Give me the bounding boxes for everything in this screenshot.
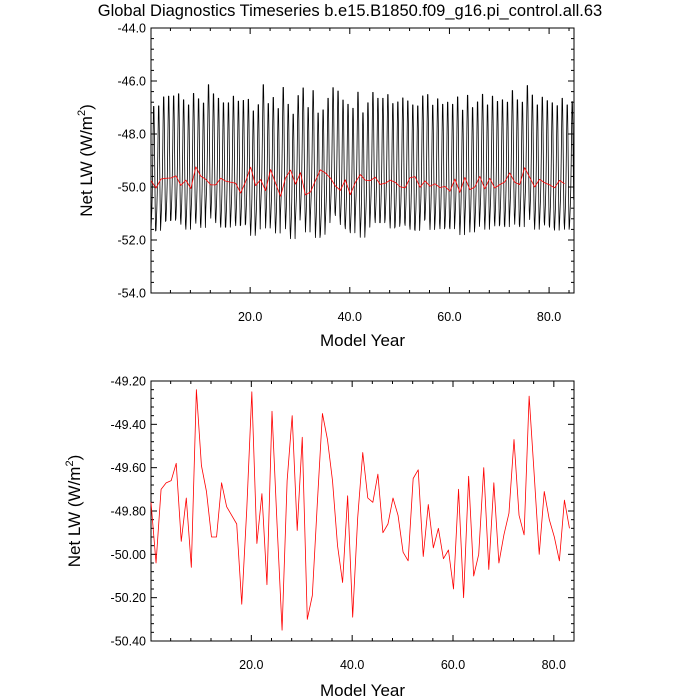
y-axis-title-text: Net LW (W/m — [65, 467, 84, 568]
x-tick-label: 20.0 — [239, 658, 263, 672]
chart-title: Global Diagnostics Timeseries b.e15.B185… — [97, 2, 603, 20]
x-tick-label: 40.0 — [338, 310, 362, 324]
y-axis-title-superscript: 2 — [64, 460, 76, 466]
y-axis-title: Net LW (W/m2) — [76, 104, 96, 217]
y-tick-label: -48.0 — [118, 128, 147, 142]
y-axis-title-close: ) — [77, 104, 96, 110]
annual-series-line — [150, 166, 565, 197]
top-panel: -54.0 -52.0 -50.0 -48.0 -46.0 -44.0 20.0 40.0 60… — [76, 22, 575, 350]
bottom-panel: -50.40 -50.20 -50.00 -49.80 -49.60 -49.40 -49.… — [64, 375, 575, 700]
y-tick-label: -49.60 — [111, 461, 146, 475]
y-tick-label: -49.20 — [111, 375, 146, 389]
y-tick-label: -49.40 — [111, 418, 146, 432]
x-axis-title: Model Year — [320, 681, 405, 700]
annual-series-line — [150, 389, 570, 631]
y-tick-label: -50.00 — [111, 548, 146, 562]
x-tick-label: 40.0 — [340, 658, 364, 672]
plot-frame — [150, 380, 575, 642]
y-tick-label: -54.0 — [118, 287, 147, 301]
x-axis-title: Model Year — [320, 331, 405, 350]
y-axis-title-superscript: 2 — [76, 110, 88, 116]
y-axis-title-close: ) — [65, 455, 84, 461]
plot-frame — [150, 27, 575, 294]
x-tick-label: 60.0 — [441, 658, 465, 672]
y-tick-label: -44.0 — [118, 22, 147, 36]
x-tick-label: 80.0 — [542, 658, 566, 672]
y-axis-title: Net LW (W/m2) — [64, 455, 84, 568]
y-tick-label: -49.80 — [111, 505, 146, 519]
y-tick-label: -52.0 — [118, 234, 147, 248]
x-tick-label: 20.0 — [238, 310, 262, 324]
y-tick-label: -50.40 — [111, 635, 146, 649]
y-tick-label: -50.20 — [111, 591, 146, 605]
y-axis-title-text: Net LW (W/m — [77, 116, 96, 217]
monthly-series-line — [150, 84, 575, 240]
y-tick-label: -50.0 — [118, 181, 147, 195]
y-tick-label: -46.0 — [118, 75, 147, 89]
x-tick-label: 80.0 — [537, 310, 561, 324]
x-tick-label: 60.0 — [437, 310, 461, 324]
